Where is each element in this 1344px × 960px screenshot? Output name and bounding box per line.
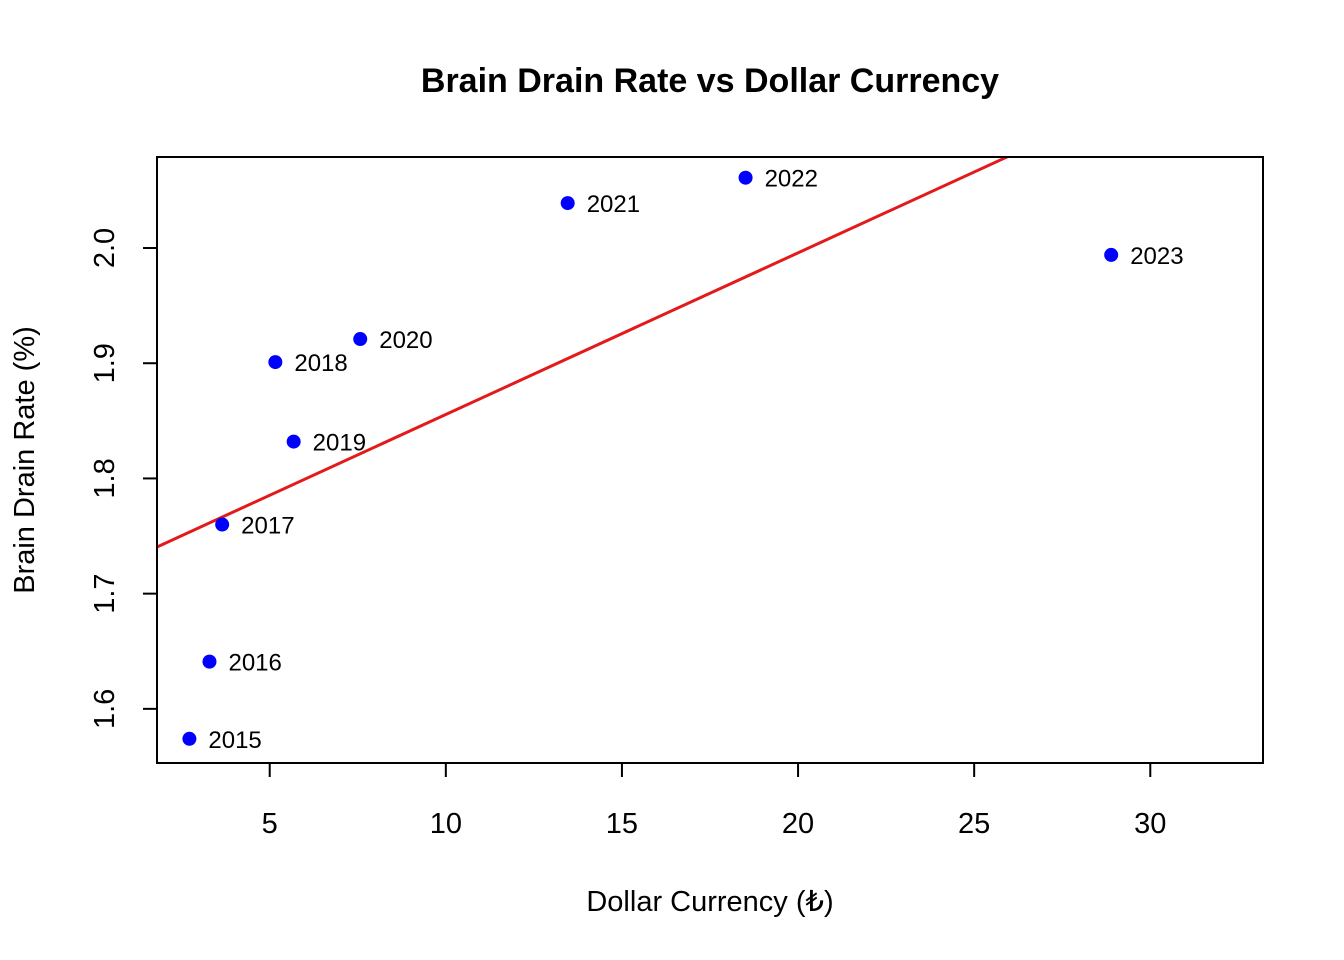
data-point-label: 2021 [587,191,640,218]
data-point-label: 2018 [294,350,347,377]
y-tick-label: 1.8 [89,458,121,498]
x-tick-label: 25 [958,808,990,840]
x-tick-label: 5 [262,808,278,840]
x-axis: 5 10 15 20 25 30 [262,762,1166,840]
data-point-label: 2019 [313,430,366,457]
data-point-label: 2017 [241,513,294,540]
data-point-label: 2015 [208,727,261,754]
x-tick-label: 15 [606,808,638,840]
x-tick-label: 30 [1134,808,1166,840]
data-point [202,654,217,669]
data-point [738,170,753,185]
data-point [1104,247,1119,262]
y-tick-label: 1.6 [89,689,121,729]
data-point [182,731,197,746]
data-point [268,355,283,370]
data-point [353,332,368,347]
data-point [286,434,301,449]
x-tick-label: 10 [430,808,462,840]
data-point-label: 2023 [1130,243,1183,270]
x-tick-label: 20 [782,808,814,840]
data-point [560,196,575,211]
trendline [157,157,1010,549]
y-axis: 1.6 1.7 1.8 1.9 2.0 [89,228,158,729]
y-tick-label: 2.0 [89,228,121,268]
y-axis-title: Brain Drain Rate (%) [9,326,41,594]
chart-title: Brain Drain Rate vs Dollar Currency [421,62,999,100]
x-axis-title: Dollar Currency (₺) [586,886,833,918]
plot-frame [156,156,1264,764]
y-tick-label: 1.7 [89,573,121,613]
trendline-layer [157,157,1010,549]
data-point-label: 2022 [765,166,818,193]
data-point [215,517,230,532]
data-point-label: 2020 [379,327,432,354]
data-point-label: 2016 [228,650,281,677]
points-layer: 2015 2016 2017 2018 2019 2020 2021 2022 2023 [182,166,1184,754]
y-tick-label: 1.9 [89,343,121,383]
